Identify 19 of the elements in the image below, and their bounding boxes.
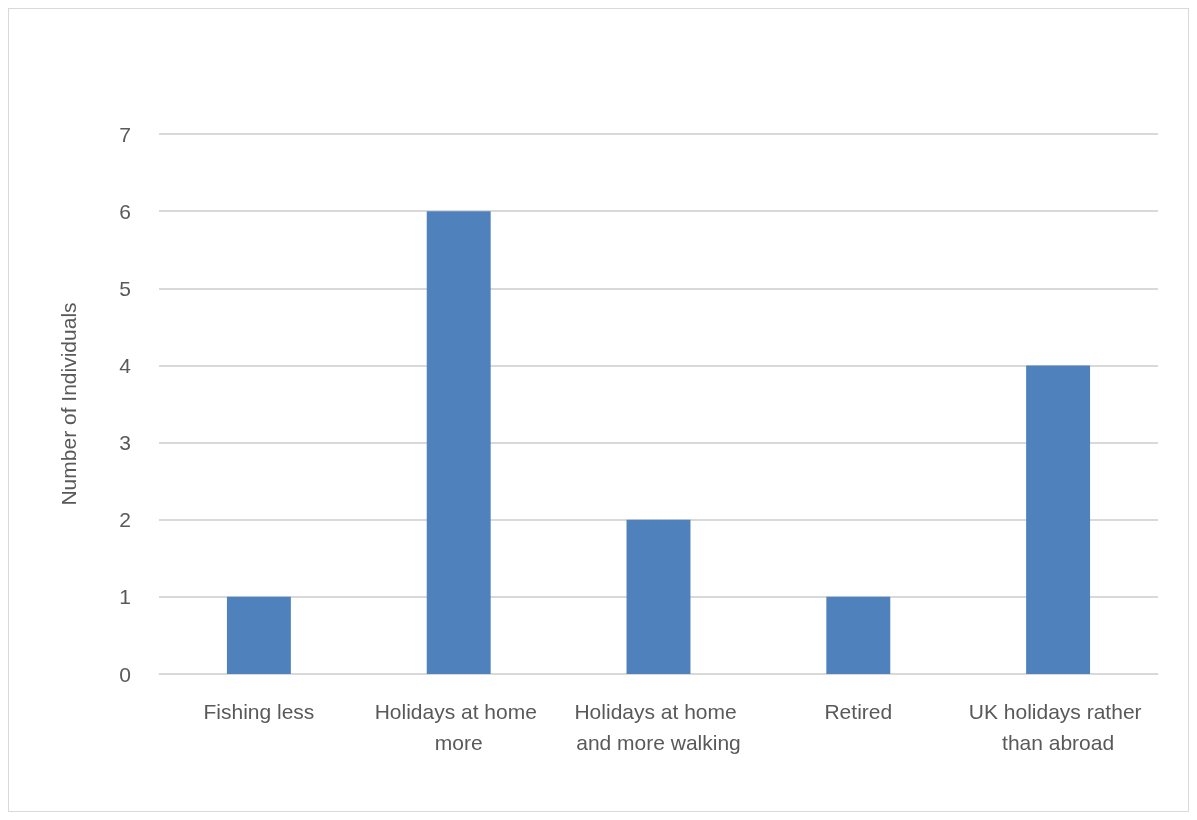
- x-tick-label: Holidays at home and more walking: [574, 700, 743, 754]
- y-tick-label: 2: [119, 508, 131, 532]
- x-tick-label: UK holidays rather than abroad: [968, 700, 1148, 754]
- y-tick-label: 5: [119, 276, 131, 300]
- y-tick-label: 1: [119, 585, 131, 609]
- bar: [426, 211, 491, 674]
- y-tick-label: 7: [119, 122, 131, 146]
- y-tick-label: 3: [119, 431, 131, 455]
- bar: [226, 596, 291, 674]
- y-tick-label: 0: [119, 662, 131, 686]
- y-tick-label: 6: [119, 199, 131, 223]
- bar: [626, 519, 691, 674]
- bar: [1026, 365, 1091, 674]
- y-axis-title: Number of Individuals: [57, 302, 80, 506]
- x-tick-label: Fishing less: [203, 700, 315, 723]
- x-tick-label: Retired: [824, 700, 893, 723]
- y-tick-label: 4: [119, 353, 132, 377]
- x-tick-label: Holidays at home more: [374, 700, 543, 754]
- bar: [826, 596, 891, 674]
